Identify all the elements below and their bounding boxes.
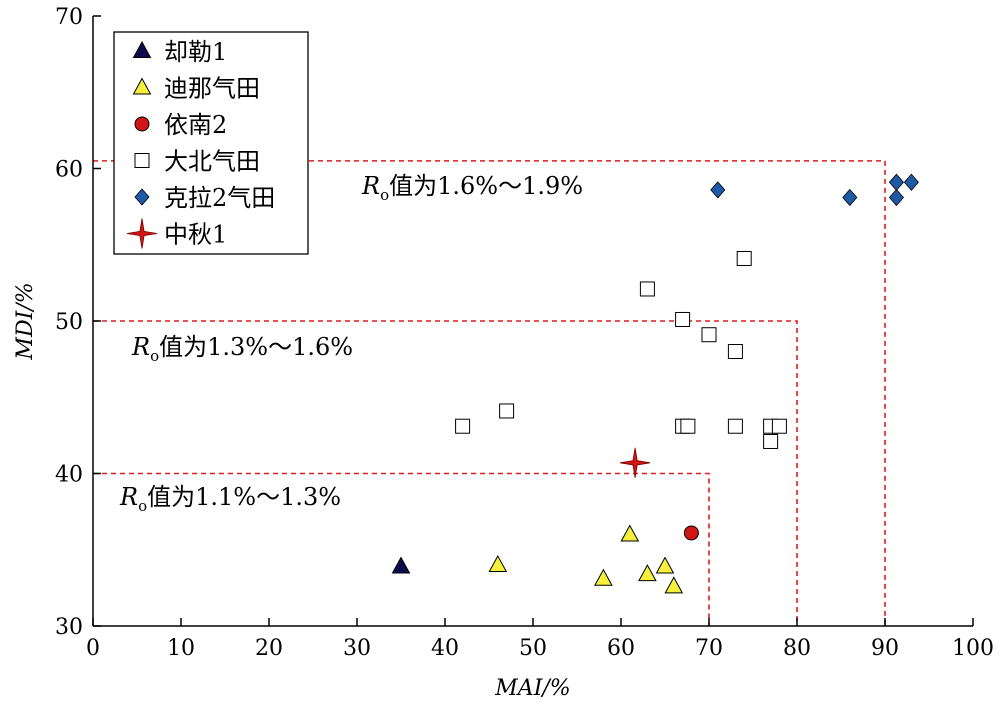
data-point-triangle bbox=[620, 524, 640, 542]
legend-label: 迪那气田 bbox=[164, 75, 260, 103]
data-point-diamond bbox=[903, 173, 919, 191]
x-tick-label: 80 bbox=[783, 636, 811, 661]
y-tick-label: 30 bbox=[55, 615, 83, 640]
legend-label: 却勒1 bbox=[164, 38, 227, 66]
zone-label: Ro值为1.1%～1.3% bbox=[119, 483, 341, 515]
data-point-diamond bbox=[888, 173, 904, 191]
data-point-circle bbox=[683, 525, 699, 541]
zone-label: Ro值为1.3%～1.6% bbox=[131, 333, 353, 365]
y-tick-label: 70 bbox=[55, 5, 83, 30]
data-point-triangle bbox=[638, 564, 657, 582]
data-point-square bbox=[727, 418, 743, 434]
x-tick-label: 70 bbox=[695, 636, 723, 661]
data-point-square bbox=[680, 418, 696, 434]
data-point-diamond bbox=[842, 188, 858, 207]
data-point-diamond bbox=[888, 188, 904, 207]
data-point-triangle bbox=[488, 554, 508, 572]
legend-marker-triangle bbox=[132, 40, 152, 58]
zone-boundary bbox=[93, 472, 710, 626]
zone-boundary bbox=[93, 320, 798, 626]
x-axis-title: MAI/% bbox=[494, 676, 570, 701]
data-point-triangle bbox=[655, 556, 675, 574]
data-point-square bbox=[701, 327, 717, 343]
legend-marker-diamond bbox=[134, 188, 150, 206]
x-tick-label: 40 bbox=[431, 636, 459, 661]
data-point-star bbox=[620, 447, 651, 478]
legend-label: 大北气田 bbox=[164, 148, 260, 176]
data-point-square bbox=[675, 311, 691, 327]
data-point-square bbox=[639, 281, 655, 297]
x-tick-label: 30 bbox=[343, 636, 371, 661]
data-point-square bbox=[771, 418, 787, 434]
legend-label: 中秋1 bbox=[164, 221, 227, 249]
legend-marker-star bbox=[126, 218, 158, 249]
zone-boundaries: Ro值为1.1%～1.3% Ro值为1.3%～1.6% Ro值为1.6%～1.9% bbox=[93, 160, 886, 626]
y-tick-label: 40 bbox=[55, 463, 83, 488]
x-tick-label: 100 bbox=[952, 636, 994, 661]
legend-label: 依南2 bbox=[164, 111, 227, 139]
data-point-square bbox=[499, 403, 515, 419]
legend-marker-square bbox=[134, 153, 150, 168]
data-point-diamond bbox=[710, 181, 726, 199]
legend-label: 克拉2气田 bbox=[164, 184, 275, 212]
data-point-triangle bbox=[391, 556, 411, 574]
data-points bbox=[391, 173, 919, 594]
x-tick-label: 10 bbox=[167, 636, 195, 661]
data-point-square bbox=[763, 433, 779, 449]
x-tick-label: 20 bbox=[255, 636, 283, 661]
zone-boundary bbox=[93, 160, 886, 626]
x-tick-label: 0 bbox=[86, 636, 100, 661]
x-tick-label: 50 bbox=[519, 636, 547, 661]
legend-marker-circle bbox=[134, 116, 150, 132]
y-tick-label: 60 bbox=[55, 158, 83, 183]
data-point-triangle bbox=[594, 568, 613, 586]
data-point-square bbox=[455, 418, 471, 434]
data-point-triangle bbox=[664, 576, 684, 594]
legend-box bbox=[113, 31, 309, 255]
x-tick-label: 90 bbox=[871, 636, 899, 661]
y-axis-title: MDI/% bbox=[13, 282, 38, 360]
axes: 0 10 20 30 40 50 60 70 80 90 100 30 40 50 60 70 MAI/% MDI… bbox=[13, 5, 994, 701]
x-tick-label: 60 bbox=[607, 636, 635, 661]
y-tick-label: 50 bbox=[55, 310, 83, 335]
zone-label: Ro值为1.6%～1.9% bbox=[361, 172, 583, 204]
data-point-square bbox=[736, 250, 752, 266]
data-point-square bbox=[727, 344, 743, 359]
legend-marker-triangle bbox=[132, 77, 152, 95]
